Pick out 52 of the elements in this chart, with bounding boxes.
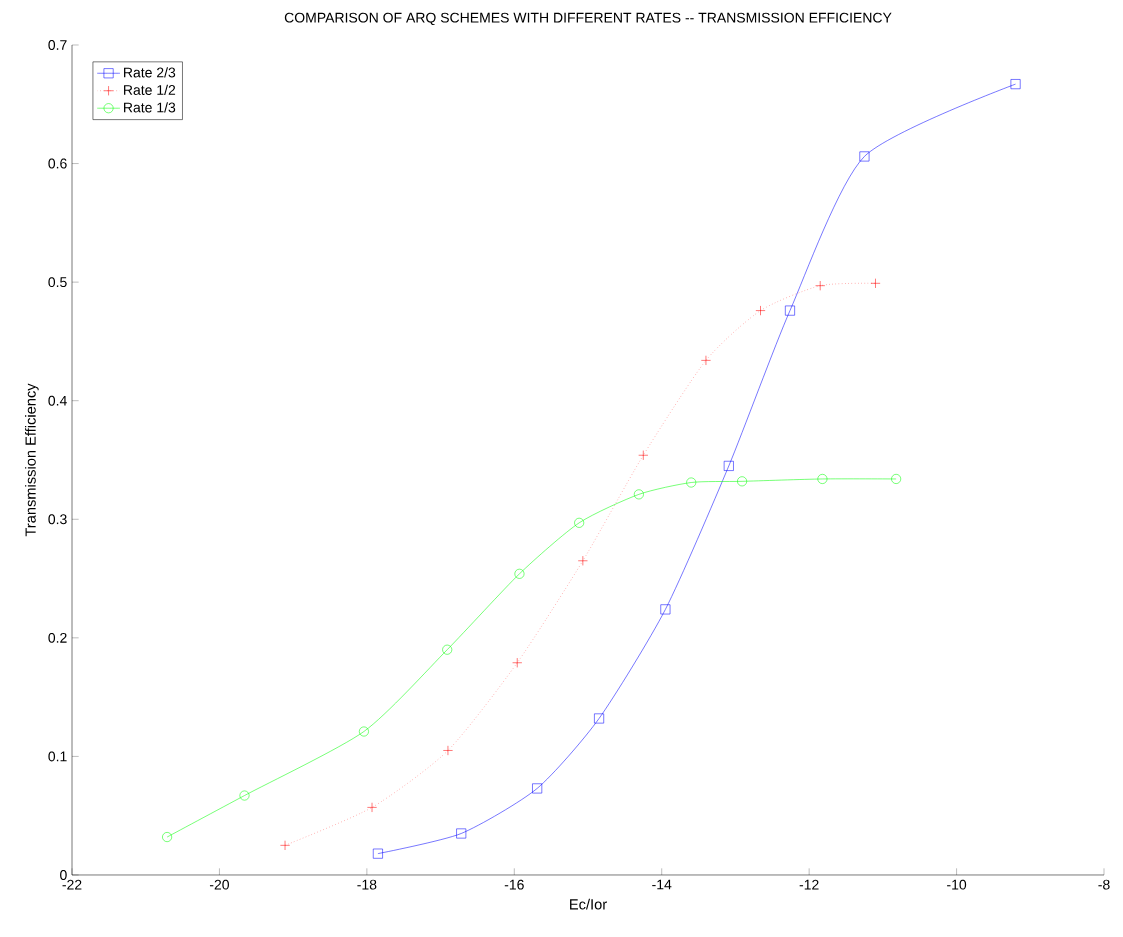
- legend-label: Rate 1/2: [124, 84, 176, 95]
- chart-title: COMPARISON OF ARQ SCHEMES WITH DIFFERENT RATES -- TRANSMISSION EFFICIENCY: [284, 12, 892, 26]
- point: [723, 460, 734, 471]
- y-tick-label: 0.3: [48, 514, 67, 525]
- x-tick-label: -12: [799, 879, 819, 890]
- x-tick-label: -16: [504, 879, 524, 890]
- point: [701, 355, 711, 366]
- y-tick-label: 0.4: [48, 395, 67, 406]
- y-tick-label: 0.6: [48, 158, 67, 169]
- point: [785, 305, 795, 316]
- point: [512, 657, 523, 668]
- y-axis-title: Transmission Efficiency: [25, 383, 39, 537]
- point: [870, 278, 881, 289]
- point: [280, 840, 290, 851]
- x-tick-label: -8: [1098, 879, 1110, 890]
- x-axis-title: Ec/Ior: [570, 898, 607, 910]
- x-tick-label: -10: [947, 879, 967, 890]
- x-tick-label: -18: [357, 879, 377, 890]
- point: [660, 604, 671, 615]
- point: [162, 832, 173, 842]
- point: [358, 726, 369, 737]
- point: [514, 568, 525, 579]
- point: [594, 713, 604, 724]
- point: [817, 474, 828, 484]
- y-tick-label: 0.7: [48, 40, 67, 50]
- point: [372, 848, 383, 859]
- point: [686, 477, 697, 488]
- y-tick-label: 0: [60, 870, 67, 880]
- y-tick-label: 0.2: [48, 632, 67, 643]
- point: [737, 476, 748, 487]
- point: [532, 783, 543, 794]
- legend-label: Rate 2/3: [124, 67, 176, 78]
- y-tick-label: 0.1: [48, 751, 67, 762]
- point: [577, 555, 588, 566]
- point: [638, 450, 649, 461]
- point: [755, 305, 766, 316]
- point: [239, 790, 250, 801]
- point: [891, 474, 902, 484]
- point: [633, 489, 644, 500]
- point: [1010, 79, 1021, 90]
- point: [443, 745, 453, 756]
- point: [442, 644, 453, 655]
- x-tick-label: -22: [62, 879, 82, 890]
- point: [574, 517, 585, 528]
- point: [456, 828, 467, 839]
- y-tick-label: 0.5: [48, 277, 67, 288]
- x-tick-label: -14: [652, 879, 672, 890]
- point: [815, 280, 826, 291]
- point: [367, 802, 377, 813]
- legend-label: Rate 1/3: [124, 102, 176, 113]
- x-tick-label: -20: [209, 879, 229, 890]
- point: [859, 151, 870, 162]
